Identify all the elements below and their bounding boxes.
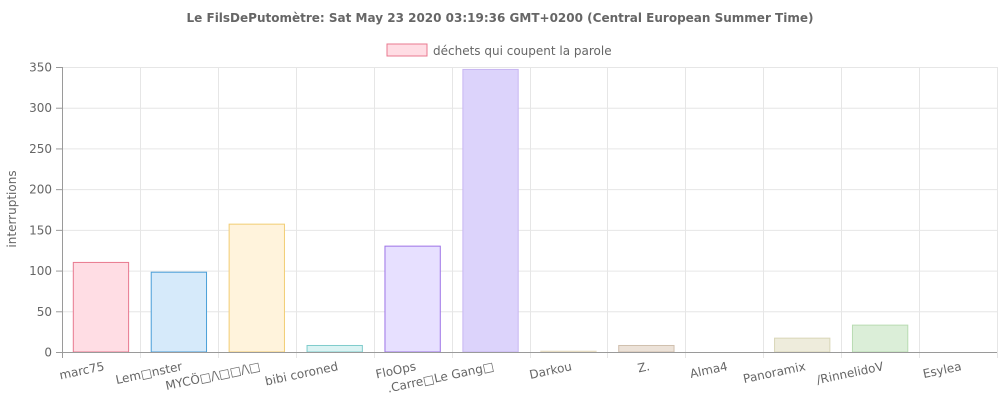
y-tick-label: 200 [29, 183, 52, 197]
y-axis-label: interruptions [5, 170, 19, 247]
chart-title: Le FilsDePutomètre: Sat May 23 2020 03:1… [187, 11, 814, 25]
bar[interactable] [384, 245, 441, 353]
x-tick-label: Alma4 [689, 359, 729, 381]
legend-label: déchets qui coupent la parole [433, 44, 612, 58]
y-tick-labels: 0 50 100 150 200 250 300 350 [29, 61, 52, 360]
gridlines [56, 67, 998, 358]
x-tick-label: Esylea [922, 359, 963, 381]
x-tick-label: Z. [636, 359, 651, 375]
x-tick-label: Darkou [528, 359, 573, 382]
bar[interactable] [228, 223, 285, 353]
x-tick-label: marc75 [58, 359, 106, 382]
y-tick-label: 50 [37, 305, 52, 319]
bar[interactable] [851, 324, 909, 353]
legend-swatch [386, 43, 428, 57]
legend[interactable]: déchets qui coupent la parole [386, 43, 612, 58]
bar[interactable] [540, 350, 597, 353]
bars [72, 68, 909, 353]
y-tick-label: 0 [44, 346, 52, 360]
bar[interactable] [306, 344, 363, 353]
y-tick-label: 300 [29, 101, 52, 115]
y-tick-label: 100 [29, 264, 52, 278]
bar[interactable] [72, 261, 130, 353]
y-tick-label: 250 [29, 142, 52, 156]
y-tick-label: 350 [29, 61, 52, 75]
x-tick-label: Panoramix [742, 359, 807, 386]
y-tick-label: 150 [29, 223, 52, 237]
bar[interactable] [462, 68, 519, 353]
bar[interactable] [150, 271, 208, 353]
axes [56, 67, 997, 358]
bar[interactable] [618, 344, 675, 353]
x-tick-label: /RinnelidoV [815, 359, 885, 387]
bar[interactable] [774, 337, 831, 353]
x-tick-label: bibi coroned [264, 359, 340, 388]
